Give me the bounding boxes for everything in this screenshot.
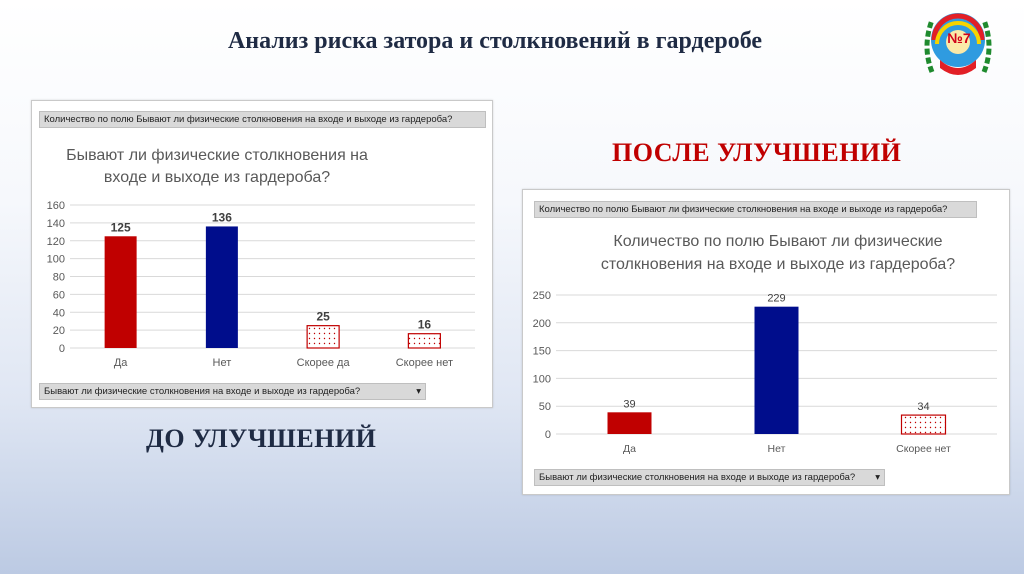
y-tick-label: 40	[53, 307, 65, 319]
chart-after: 0 50 100 150 200 250 39 Да 229 Нет 34 Скорее нет	[533, 290, 997, 455]
dropdown-arrow-icon: ▾	[875, 472, 880, 483]
chart-before-panel: Количество по полю Бывают ли физические …	[31, 100, 493, 408]
x-tick-label: Скорее да	[297, 357, 351, 369]
y-tick-label: 20	[53, 325, 65, 337]
y-tick-label: 50	[539, 401, 551, 413]
y-tick-label: 250	[533, 290, 551, 302]
y-tick-label: 60	[53, 289, 65, 301]
data-label: 125	[111, 220, 131, 234]
bar	[607, 412, 652, 434]
school-logo	[924, 13, 992, 75]
chart-title-line1: Бывают ли физические столкновения на	[66, 147, 368, 164]
data-label: 25	[316, 310, 330, 324]
data-label: 136	[212, 210, 232, 224]
chart-title-line2: входе и выходе из гардероба?	[103, 169, 331, 186]
bar	[407, 333, 441, 349]
chart-title-line2: столкновения на входе и выходе из гардер…	[600, 256, 956, 273]
bar	[306, 325, 340, 349]
y-tick-label: 80	[53, 272, 65, 284]
x-tick-label: Скорее нет	[396, 357, 453, 369]
slide-title: Анализ риска затора и столкновений в гар…	[227, 28, 763, 54]
label-before: ДО УЛУЧШЕНИЙ	[146, 424, 377, 453]
y-tick-label: 120	[47, 236, 65, 248]
field-button-axis[interactable]: Бывают ли физические столкновения на вхо…	[39, 383, 426, 400]
data-label: 229	[767, 293, 785, 305]
x-tick-label: Да	[114, 357, 128, 369]
y-tick-label: 100	[533, 373, 551, 385]
x-tick-label: Нет	[768, 443, 786, 455]
data-label: 34	[917, 401, 929, 413]
dropdown-arrow-icon: ▾	[416, 386, 421, 397]
y-tick-label: 200	[533, 318, 551, 330]
y-tick-label: 150	[533, 346, 551, 358]
chart-title-line1: Количество по полю Бывают ли физические	[613, 233, 943, 250]
field-button-axis-label: Бывают ли физические столкновения на вхо…	[44, 386, 361, 397]
x-tick-label: Скорее нет	[896, 443, 951, 455]
bar	[900, 414, 947, 435]
chart-after-panel: Количество по полю Бывают ли физические …	[522, 189, 1010, 495]
y-tick-label: 0	[545, 429, 551, 441]
field-button-axis[interactable]: Бывают ли физические столкновения на вхо…	[534, 469, 885, 486]
chart-before: 0 20 40 60 80 100 120 140 160 125 Да 136 Нет 25 Скорее…	[47, 200, 475, 369]
y-tick-label: 100	[47, 254, 65, 266]
label-after: ПОСЛЕ УЛУЧШЕНИЙ	[612, 138, 902, 167]
y-tick-label: 140	[47, 218, 65, 230]
data-label: 39	[623, 398, 635, 410]
y-tick-label: 160	[47, 200, 65, 212]
x-tick-label: Нет	[213, 357, 232, 369]
x-tick-label: Да	[623, 443, 636, 455]
field-button-values[interactable]: Количество по полю Бывают ли физические …	[39, 111, 486, 128]
field-button-values[interactable]: Количество по полю Бывают ли физические …	[534, 201, 977, 218]
bar	[104, 236, 137, 348]
y-tick-label: 0	[59, 343, 65, 355]
bar	[205, 226, 238, 348]
logo-number: №7	[947, 30, 971, 46]
field-button-axis-label: Бывают ли физические столкновения на вхо…	[539, 472, 856, 483]
data-label: 16	[418, 318, 432, 332]
bar	[754, 306, 799, 434]
